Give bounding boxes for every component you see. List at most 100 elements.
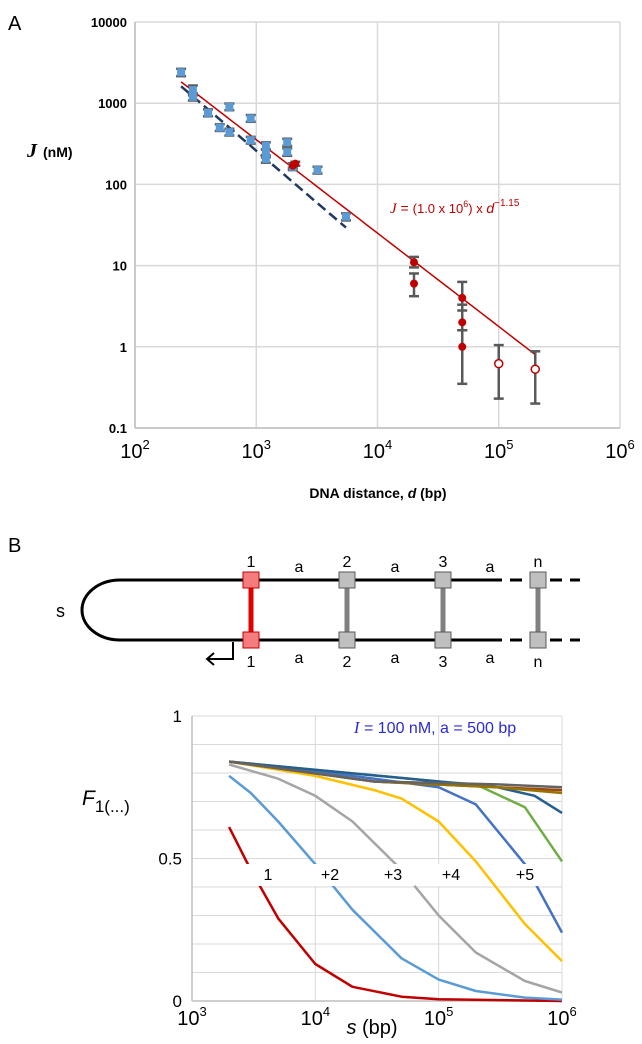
y-tick-label: 100 <box>105 177 127 192</box>
x-tick-label: 106 <box>547 1004 576 1030</box>
site-number-top: 2 <box>343 554 352 571</box>
spacer-label-bottom: a <box>391 650 400 667</box>
fit-eq-close: ) x <box>468 201 486 216</box>
panel-a-fit-lines <box>180 81 536 356</box>
annotation-var: I <box>353 718 361 737</box>
fit-line-solid <box>180 81 536 356</box>
curve-label-bg <box>503 864 547 886</box>
site-box-top <box>242 571 260 589</box>
panel-a-x-tick-labels: 102 103 104 105 106 <box>120 437 634 463</box>
site-box-top <box>338 571 356 589</box>
data-point-square <box>246 114 255 123</box>
data-point-square <box>177 68 186 77</box>
spacer-label-bottom: a <box>486 650 495 667</box>
data-point-circle <box>409 258 418 267</box>
panel-b-grid <box>191 715 563 1002</box>
panel-b-label: B <box>8 535 21 557</box>
site-box-bottom <box>338 631 356 649</box>
y-tick-label: 0.1 <box>109 421 127 436</box>
fit-eq-equals: = <box>397 200 413 216</box>
data-point-square <box>246 136 255 145</box>
panel-a-x-axis-label: DNA distance, d (bp) <box>309 485 446 501</box>
data-point-square <box>283 148 292 157</box>
site-box-top <box>434 571 452 589</box>
series-line <box>228 774 563 1001</box>
data-point-square <box>283 138 292 147</box>
x-tick-label: 104 <box>301 1004 330 1030</box>
spacer-label-bottom: a <box>295 650 304 667</box>
panel-b-x-tick-labels: 103 104 105 106 <box>177 1004 576 1030</box>
data-point-circle <box>458 318 467 327</box>
site-box-bottom <box>242 631 260 649</box>
site-number-bottom: 1 <box>247 654 256 671</box>
error-bar <box>530 350 541 405</box>
data-point-open-circle <box>530 364 540 374</box>
panel-a-error-bars <box>176 67 541 405</box>
x-tick-label: 103 <box>177 1004 206 1030</box>
annotation-text: = 100 nM, a = 500 bp <box>360 720 517 737</box>
panel-b-annotation: I = 100 nM, a = 500 bp <box>353 718 516 737</box>
y-axis-symbol-j: J <box>26 140 38 162</box>
data-point-square <box>261 149 270 158</box>
x-tick-label: 102 <box>120 437 149 463</box>
curve-label: +4 <box>442 867 460 884</box>
panel-a-label: A <box>8 13 22 35</box>
panel-a-y-axis-label: J (nM) <box>26 140 73 162</box>
x-tick-label: 104 <box>363 437 392 463</box>
y-axis-unit: (nM) <box>43 144 73 160</box>
data-point-circle <box>409 279 418 288</box>
site-number-top: 1 <box>247 554 256 571</box>
fit-eq-coef-exp: 6 <box>463 199 468 209</box>
panel-b-curve-labels: 1 +2 +3 +4 +5 <box>246 864 547 886</box>
data-point-square <box>225 128 234 137</box>
y-tick-label: 1000 <box>98 96 127 111</box>
x-axis-label-s: s <box>346 1017 356 1039</box>
loop-diagram: s 1 1 2 2 3 3 n n a a a a a a <box>56 554 580 671</box>
y-tick-label: 10 <box>113 259 127 274</box>
site-number-bottom: 3 <box>439 654 448 671</box>
data-point-square <box>188 92 197 101</box>
data-point-square <box>313 166 322 175</box>
data-point-circle <box>458 293 467 302</box>
error-bar <box>457 328 468 386</box>
x-axis-label-unit: (bp) <box>416 485 446 501</box>
curve-label: +3 <box>384 867 402 884</box>
site-number-top: n <box>534 554 543 571</box>
x-tick-label: 106 <box>605 437 634 463</box>
x-axis-label-bp: (bp) <box>356 1017 397 1039</box>
data-point-square <box>203 108 212 117</box>
spacer-label-top: a <box>391 559 400 576</box>
error-bar <box>457 303 468 332</box>
data-point-open-circle <box>494 358 504 369</box>
site-number-bottom: n <box>534 654 543 671</box>
data-point-square <box>215 123 224 132</box>
data-point-circle <box>458 342 467 351</box>
x-tick-label: 105 <box>424 1004 453 1030</box>
error-bar <box>493 343 504 400</box>
curve-label: +2 <box>321 867 339 884</box>
x-axis-label-text: DNA distance, <box>309 485 407 501</box>
loop-label-s: s <box>56 601 65 621</box>
y-tick-label: 0.5 <box>158 850 182 869</box>
x-axis-label-var: d <box>408 485 417 501</box>
data-point-square <box>225 102 234 111</box>
panel-a-y-tick-labels: 10000 1000 100 10 1 0.1 <box>91 15 127 436</box>
y-tick-label: 1 <box>120 340 127 355</box>
y-tick-label: 10000 <box>91 15 127 30</box>
x-tick-label: 105 <box>484 437 513 463</box>
fit-eq-coef: (1.0 x 10 <box>413 201 464 216</box>
site-number-top: 3 <box>439 554 448 571</box>
y-axis-label-f: F <box>82 787 96 810</box>
series-line <box>228 760 563 962</box>
panel-b-y-axis-label: F1(...) <box>82 787 130 816</box>
fit-eq-d: d <box>486 200 495 216</box>
curve-label: 1 <box>264 867 273 884</box>
y-tick-label: 1 <box>173 707 182 726</box>
curve-label-bg <box>371 864 415 886</box>
fit-equation: J = (1.0 x 106) x d−1.15 <box>390 198 520 217</box>
y-tick-label: 0 <box>173 992 182 1011</box>
spacer-label-top: a <box>295 559 304 576</box>
curve-label-bg <box>308 864 352 886</box>
x-tick-label: 103 <box>242 437 271 463</box>
